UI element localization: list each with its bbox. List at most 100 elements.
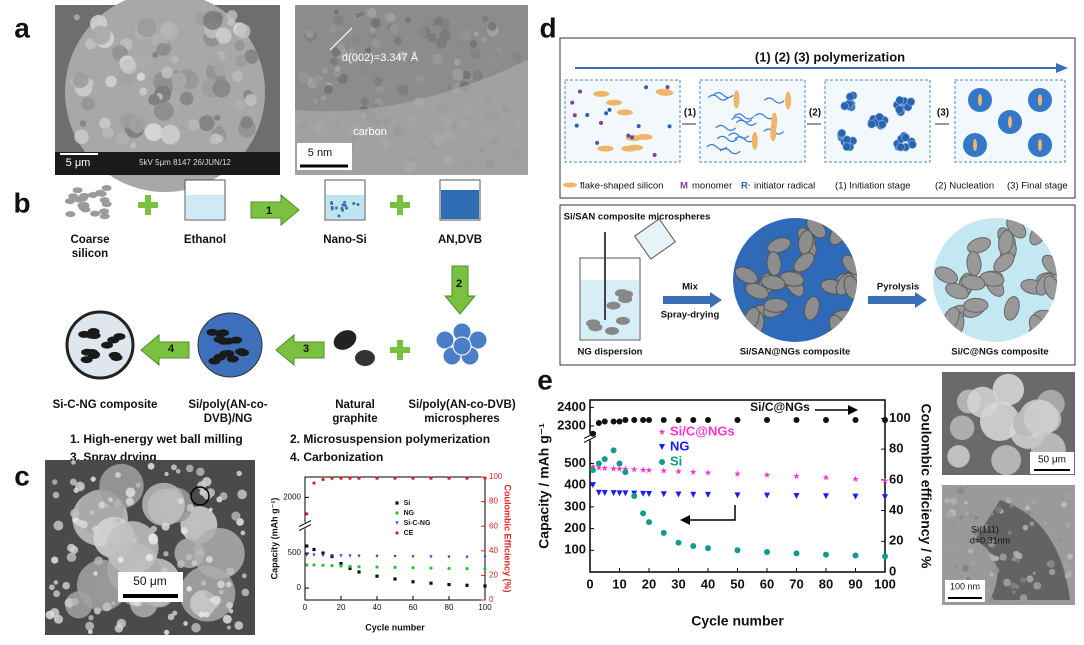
- polymer-chain: [719, 148, 741, 155]
- particle: [215, 125, 224, 134]
- data-point: [330, 476, 334, 480]
- particle: [417, 75, 425, 82]
- particle: [191, 622, 201, 633]
- x-tick-label: 60: [409, 603, 418, 612]
- data-point: [704, 469, 712, 476]
- particle: [460, 29, 472, 41]
- axis-break: [583, 435, 597, 443]
- particle: [167, 613, 175, 621]
- particle: [203, 10, 223, 30]
- process-arrow: [663, 296, 711, 304]
- data-point: [764, 416, 770, 423]
- silicon-core: [973, 139, 977, 151]
- particle: [72, 72, 89, 88]
- data-point: [589, 482, 596, 489]
- data-point: [705, 491, 711, 498]
- particle: [209, 133, 222, 145]
- data-point: [429, 476, 433, 480]
- data-point: [763, 471, 771, 478]
- step-number: 2: [456, 278, 462, 290]
- data-point: [375, 574, 379, 578]
- data-point: [764, 492, 770, 499]
- legend-label: CE: [404, 530, 414, 537]
- silicon-particle: [766, 237, 792, 254]
- nano-si: [330, 205, 334, 209]
- data-point: [357, 554, 361, 558]
- nano-si: [341, 203, 345, 207]
- x-tick-label: 60: [760, 576, 774, 591]
- particle: [186, 503, 195, 512]
- data-point: [348, 564, 352, 568]
- particle: [361, 98, 369, 106]
- particle: [1067, 553, 1073, 560]
- particle: [115, 131, 129, 146]
- x-axis-label: Cycle number: [365, 622, 425, 632]
- particle: [962, 564, 970, 572]
- composite: [65, 310, 135, 380]
- particle: [89, 510, 95, 516]
- scheme-label: Si/SAN@NGs composite: [740, 347, 851, 358]
- particle: [74, 129, 89, 144]
- silicon-flake: [616, 109, 633, 116]
- y-tick-label: 2400: [557, 399, 586, 414]
- data-point: [411, 580, 415, 584]
- particle: [191, 518, 200, 527]
- particle: [51, 479, 58, 485]
- silicon-flake: [79, 203, 90, 210]
- particle: [170, 55, 179, 64]
- particle: [1060, 501, 1067, 508]
- particle: [71, 597, 79, 606]
- material-label: microspheres: [424, 413, 499, 425]
- molecule: [598, 120, 603, 125]
- data-point: [823, 416, 829, 423]
- particle: [186, 586, 192, 592]
- silicon-flake: [79, 192, 90, 199]
- axis-break: [586, 434, 594, 441]
- particle: [206, 488, 216, 498]
- y2-tick-label: 60: [889, 471, 903, 486]
- particle: [956, 487, 964, 495]
- y-tick-label: 500: [288, 548, 302, 557]
- particle: [235, 24, 251, 39]
- graphite: [333, 330, 357, 350]
- particle: [132, 538, 138, 544]
- particle: [451, 68, 464, 81]
- particle: [944, 497, 950, 504]
- silicon-particle: [214, 329, 227, 337]
- particle: [1030, 498, 1037, 505]
- data-point: [305, 544, 309, 548]
- particle: [226, 10, 238, 22]
- silicon-core: [1008, 116, 1012, 128]
- particle: [108, 497, 113, 502]
- data-point: [734, 547, 741, 554]
- y2-axis-label: Coulombic Efficiency (%): [503, 484, 513, 592]
- silicon-particle: [966, 237, 992, 254]
- particle: [241, 588, 250, 597]
- scale-label: 50 μm: [1038, 455, 1066, 466]
- data-point: [610, 465, 618, 472]
- particle: [359, 11, 365, 17]
- particle: [950, 521, 956, 527]
- molecule: [607, 107, 612, 112]
- particle: [145, 553, 154, 562]
- particle: [161, 66, 174, 79]
- silicon-flake: [593, 90, 610, 97]
- silicon-particle: [219, 350, 232, 358]
- particle: [954, 565, 959, 570]
- particle: [959, 515, 963, 520]
- silicon-flake: [87, 192, 98, 199]
- particle: [79, 120, 87, 127]
- particle: [183, 621, 188, 626]
- particle: [1024, 505, 1031, 511]
- process-arrow: [868, 296, 916, 304]
- particle: [964, 500, 968, 505]
- panel-label: b: [13, 187, 30, 218]
- image-info: 5kV 5μm 8147 26/JUN/12: [139, 158, 231, 167]
- nucleus: [895, 95, 905, 105]
- particle: [967, 386, 998, 418]
- y-tick-label: 500: [564, 455, 586, 470]
- particle: [185, 464, 194, 473]
- highlight: [190, 486, 210, 506]
- data-point: [646, 491, 652, 498]
